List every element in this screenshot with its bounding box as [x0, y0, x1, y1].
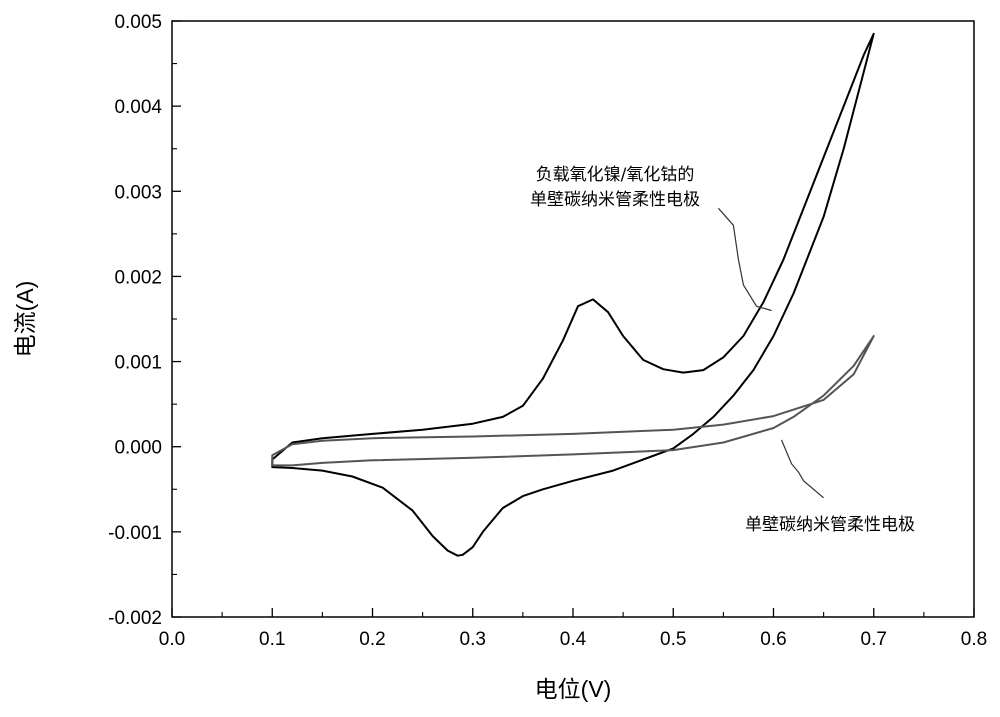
y-tick-label: 0.004: [114, 97, 162, 118]
x-tick-label: 0.2: [359, 629, 385, 650]
annotation-label: 单壁碳纳米管柔性电极: [745, 515, 915, 535]
x-tick-label: 0.4: [560, 629, 587, 650]
x-tick-label: 0.1: [259, 629, 285, 650]
x-tick-label: 0.0: [159, 629, 185, 650]
y-tick-label: 0.005: [114, 12, 162, 33]
y-tick-label: -0.001: [108, 523, 162, 544]
annotation-label: 单壁碳纳米管柔性电极: [530, 190, 700, 210]
y-tick-label: 0.002: [114, 267, 162, 288]
x-tick-label: 0.5: [660, 629, 686, 650]
x-axis-ticks: 0.0 0.1 0.2 0.3 0.4 0.5 0.6 0.7 0.8: [159, 608, 987, 650]
nio-coo-swcnt-cv-curve: [271, 32, 875, 557]
y-tick-label: 0.001: [114, 353, 162, 374]
y-tick-label: 0.003: [114, 182, 162, 203]
swcnt-cv-curve: [271, 335, 875, 467]
y-axis-ticks: -0.002 -0.001 0.000 0.001 0.002 0.003 0.004 0.0…: [108, 12, 181, 629]
y-axis-title: 电流(A): [12, 281, 38, 358]
annotation-leader-line: [780, 439, 824, 499]
y-tick-label: 0.000: [114, 438, 162, 459]
annotation-label: 负载氧化镍/氧化钴的: [536, 165, 695, 185]
annotation-leader-line: [717, 207, 772, 312]
series-layer: [271, 32, 875, 557]
x-tick-label: 0.8: [961, 629, 987, 650]
x-tick-label: 0.6: [760, 629, 786, 650]
x-tick-label: 0.3: [460, 629, 486, 650]
y-tick-label: -0.002: [108, 608, 162, 629]
x-axis-title: 电位(V): [535, 676, 612, 702]
x-tick-label: 0.7: [861, 629, 887, 650]
